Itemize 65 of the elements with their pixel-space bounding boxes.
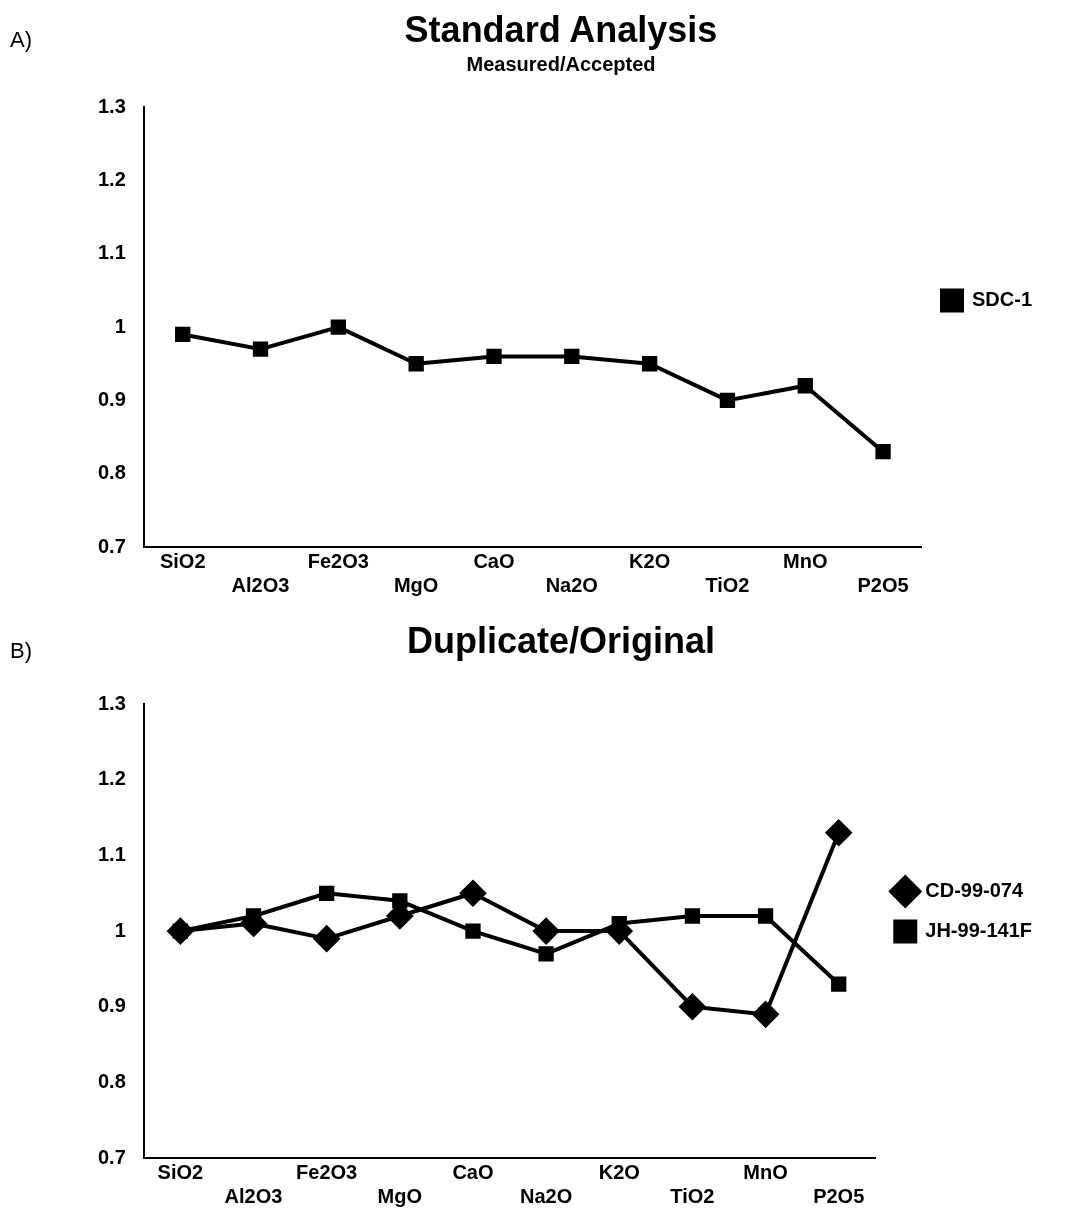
chart-subtitle: Measured/Accepted [466,52,656,75]
x-tick-label: TiO2 [705,573,750,596]
point [167,918,194,945]
y-tick-label: 0.9 [97,387,126,410]
x-tick-label: K2O [598,1160,640,1183]
legend-label: CD-99-074 [925,879,1024,902]
y-tick-label: 0.7 [97,1145,126,1168]
point [533,918,560,945]
point [797,378,813,394]
x-tick-label: CaO [452,1160,494,1183]
point [313,925,340,952]
y-tick-label: 1.3 [97,94,126,117]
x-tick-label: Al2O3 [231,573,290,596]
text: B) [10,638,32,664]
legend-label: SDC-1 [971,288,1033,311]
y-tick-label: 0.8 [97,1069,126,1092]
point [459,880,486,907]
y-tick-label: 0.9 [97,994,126,1017]
x-tick-label: Na2O [545,573,598,596]
point [679,993,706,1020]
x-tick-label: TiO2 [670,1184,715,1207]
point [875,444,891,460]
x-tick-label: K2O [629,549,671,572]
point [825,819,852,846]
point [538,946,554,962]
point [408,356,424,372]
chart-title: Duplicate/Original [406,619,716,661]
point [684,908,701,924]
point [465,923,481,939]
x-tick-label: MgO [377,1184,423,1207]
y-tick-label: 0.8 [97,461,126,484]
point [486,348,502,365]
y-tick-label: 1.1 [97,842,126,865]
y-tick-label: 1.3 [97,691,126,714]
point [831,976,847,992]
x-tick-label: CaO [473,549,515,572]
x-tick-label: Al2O3 [224,1184,283,1207]
point [757,908,774,924]
chart-title: Standard Analysis [404,8,718,50]
x-tick-label: Fe2O3 [296,1160,358,1183]
x-tick-label: P2O5 [857,573,909,596]
point [330,319,347,335]
y-tick-label: 1 [114,918,126,941]
y-tick-label: 1.2 [97,767,126,790]
x-tick-label: Na2O [519,1184,573,1207]
x-tick-label: Fe2O3 [307,549,369,572]
y-tick-label: 1.2 [97,168,126,191]
point [752,1001,779,1028]
point [641,356,658,372]
x-tick-label: P2O5 [813,1184,865,1207]
x-tick-label: MnO [783,549,828,572]
point [175,326,191,343]
point [719,392,736,409]
y-tick-label: 0.7 [97,534,126,557]
x-tick-label: SiO2 [157,1160,204,1183]
text: A) [10,27,32,53]
y-tick-label: 1.1 [97,241,126,264]
legend-label: JH-99-141F [925,919,1032,942]
x-tick-label: SiO2 [159,549,206,572]
point [252,341,269,357]
x-tick-label: MnO [743,1160,788,1183]
x-tick-label: MgO [393,573,439,596]
point [564,348,580,365]
point [319,885,335,901]
y-tick-label: 1 [114,314,126,337]
